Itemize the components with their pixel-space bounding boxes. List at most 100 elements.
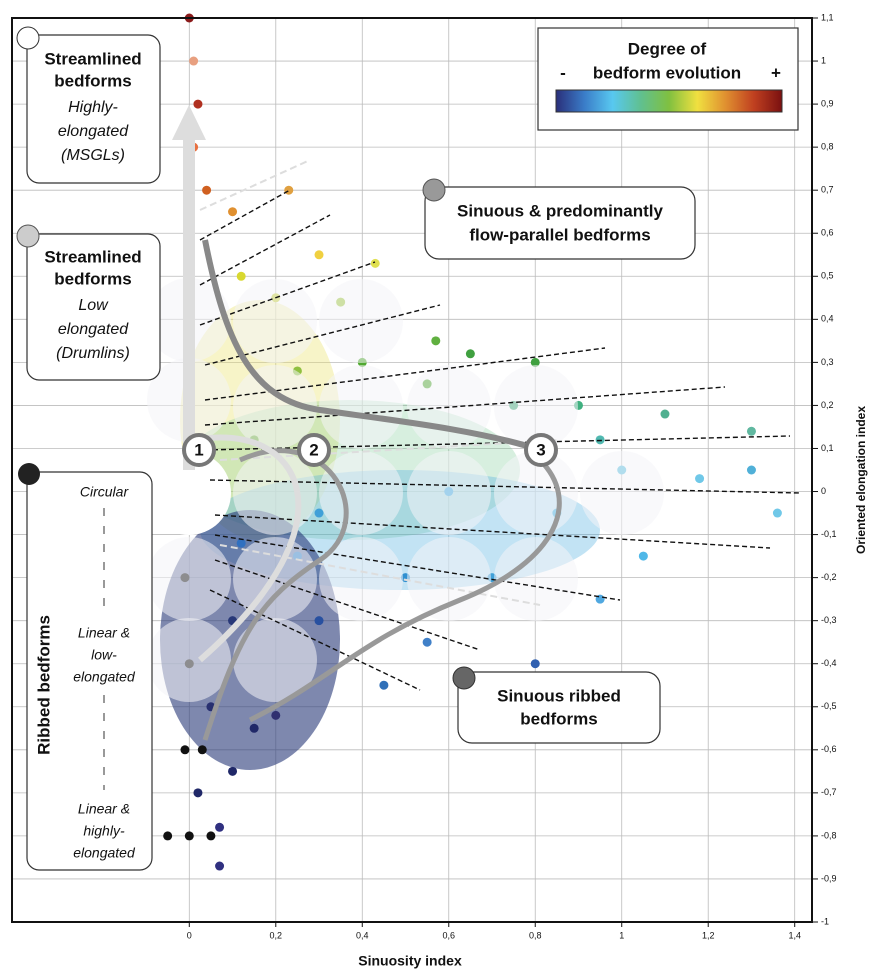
box-title: bedforms xyxy=(54,269,131,288)
stage-marker xyxy=(297,433,331,467)
colorbar-title: Degree of xyxy=(628,39,707,58)
dashed-line xyxy=(214,514,771,549)
point xyxy=(314,508,324,518)
dashed-line xyxy=(209,589,421,691)
evolution-paths xyxy=(172,105,562,741)
box-subtitle: Highly- xyxy=(68,99,118,116)
colorbar-frame xyxy=(537,27,799,131)
point xyxy=(180,745,190,755)
y-tick-label: -1 xyxy=(821,916,829,926)
point xyxy=(193,788,203,798)
shape-circle xyxy=(147,451,231,535)
dashed-line xyxy=(199,189,291,241)
y-tick-label: 0,4 xyxy=(821,314,834,324)
annotation-box: Sinuous ribbed bedforms xyxy=(452,666,661,744)
point xyxy=(249,723,259,733)
box-title: bedforms xyxy=(520,709,597,728)
ribbed-title: Ribbed bedforms xyxy=(34,615,53,755)
point xyxy=(746,426,756,436)
x-tick-label: 0,4 xyxy=(356,930,369,940)
shape-circle xyxy=(407,451,491,535)
point xyxy=(695,474,705,484)
shape-circle xyxy=(233,365,317,449)
trend-curve xyxy=(194,434,302,663)
x-tick-label: 0,6 xyxy=(442,930,455,940)
box-frame xyxy=(26,34,161,184)
box-subtitle: Low xyxy=(78,297,109,314)
y-tick-label: -0,9 xyxy=(821,873,837,883)
colorbar-high: + xyxy=(771,63,781,82)
box-subtitle: elongated xyxy=(58,123,129,140)
point xyxy=(184,831,194,841)
ribbed-level: Linear & xyxy=(78,625,130,641)
point xyxy=(370,258,380,268)
x-tick-label: 1,2 xyxy=(702,930,715,940)
x-tick-label: 0 xyxy=(187,930,192,940)
box-title: Sinuous & predominantly xyxy=(457,201,663,220)
y-tick-label: 0,9 xyxy=(821,98,834,108)
dashed-line xyxy=(199,261,376,326)
x-tick-label: 1 xyxy=(619,930,624,940)
annotation-box: Streamlined bedforms Highly- elongated (… xyxy=(16,26,161,184)
stage-label: 2 xyxy=(309,440,318,459)
colorbar-low: - xyxy=(560,63,566,82)
point xyxy=(215,822,225,832)
shape-circles xyxy=(147,278,664,702)
y-tick-label: -0,1 xyxy=(821,529,837,539)
point xyxy=(163,831,173,841)
point xyxy=(530,357,540,367)
ribbed-level: Linear & xyxy=(78,801,130,817)
x-tick-label: 0,2 xyxy=(270,930,283,940)
point xyxy=(215,861,225,871)
box-dot xyxy=(16,224,40,248)
y-tick-label: 0 xyxy=(821,486,826,496)
y-tick-label: -0,3 xyxy=(821,615,837,625)
x-axis-label: Sinuosity index xyxy=(358,953,462,969)
y-tick-label: -0,7 xyxy=(821,787,837,797)
dashed-line xyxy=(214,559,481,651)
stage-markers: 1 2 3 xyxy=(182,433,558,467)
y-tick-label: 1,1 xyxy=(821,12,834,22)
dashed-line xyxy=(209,479,801,494)
annotation-box: Streamlined bedforms Low elongated (Drum… xyxy=(16,224,161,381)
point xyxy=(206,831,216,841)
y-tick-label: 0,2 xyxy=(821,400,834,410)
box-title: bedforms xyxy=(54,71,131,90)
ribbed-level: low- xyxy=(91,647,117,663)
dashed-line xyxy=(214,534,621,601)
box-subtitle: (MSGLs) xyxy=(61,147,125,164)
y-axis-label: Oriented elongation index xyxy=(854,406,868,554)
colorbar-title: bedform evolution xyxy=(593,63,741,82)
shape-circle xyxy=(233,618,317,702)
annotation-box: Sinuous & predominantly flow-parallel be… xyxy=(422,178,696,260)
shape-circle xyxy=(580,451,664,535)
ribbed-level: elongated xyxy=(73,669,136,685)
colorbar-gradient xyxy=(555,89,783,113)
box-title: flow-parallel bedforms xyxy=(469,225,650,244)
box-title: Sinuous ribbed xyxy=(497,686,621,705)
shape-circle xyxy=(494,365,578,449)
point xyxy=(228,766,238,776)
arrow-head xyxy=(172,105,206,140)
stage-label: 3 xyxy=(536,440,545,459)
box-title: Streamlined xyxy=(44,247,141,266)
x-tick-label: 0,8 xyxy=(529,930,542,940)
point xyxy=(197,745,207,755)
y-tick-label: 0,8 xyxy=(821,142,834,152)
box-frame xyxy=(457,671,661,744)
point xyxy=(193,99,203,109)
y-tick-label: 0,3 xyxy=(821,357,834,367)
point xyxy=(660,409,670,419)
box-frame xyxy=(26,471,153,871)
point xyxy=(431,336,441,346)
y-tick-label: -0,5 xyxy=(821,701,837,711)
point xyxy=(772,508,782,518)
ribbed-level: highly- xyxy=(83,823,125,839)
point xyxy=(189,56,199,66)
dashed-line xyxy=(199,214,331,286)
point xyxy=(284,185,294,195)
point xyxy=(465,349,475,359)
box-title: Streamlined xyxy=(44,49,141,68)
point xyxy=(202,185,212,195)
